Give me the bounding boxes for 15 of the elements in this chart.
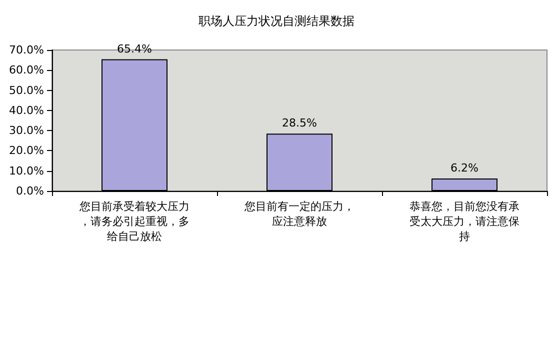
data-label: 65.4% — [117, 42, 152, 56]
x-tick-label: 恭喜您，目前您没有承受太大压力，请注意保持 — [410, 200, 520, 243]
data-label: 6.2% — [450, 162, 478, 175]
x-tick-label: 您目前有一定的压力，应注意释放 — [244, 200, 354, 228]
y-tick-label: 0.0% — [16, 184, 44, 198]
y-tick-label: 70.0% — [9, 44, 44, 56]
y-tick-label: 60.0% — [9, 64, 44, 77]
x-tick-label: 您目前承受着较大压力，请务必引起重视，多给自己放松 — [78, 200, 190, 243]
data-label: 28.5% — [282, 116, 317, 130]
y-tick-label: 40.0% — [9, 104, 44, 117]
y-tick-label: 20.0% — [9, 144, 44, 158]
y-tick-label: 50.0% — [9, 84, 44, 97]
y-tick-label: 10.0% — [9, 164, 44, 178]
y-tick-label: 30.0% — [9, 124, 44, 138]
chart-title: 职场人压力状况自测结果数据 — [198, 14, 354, 28]
